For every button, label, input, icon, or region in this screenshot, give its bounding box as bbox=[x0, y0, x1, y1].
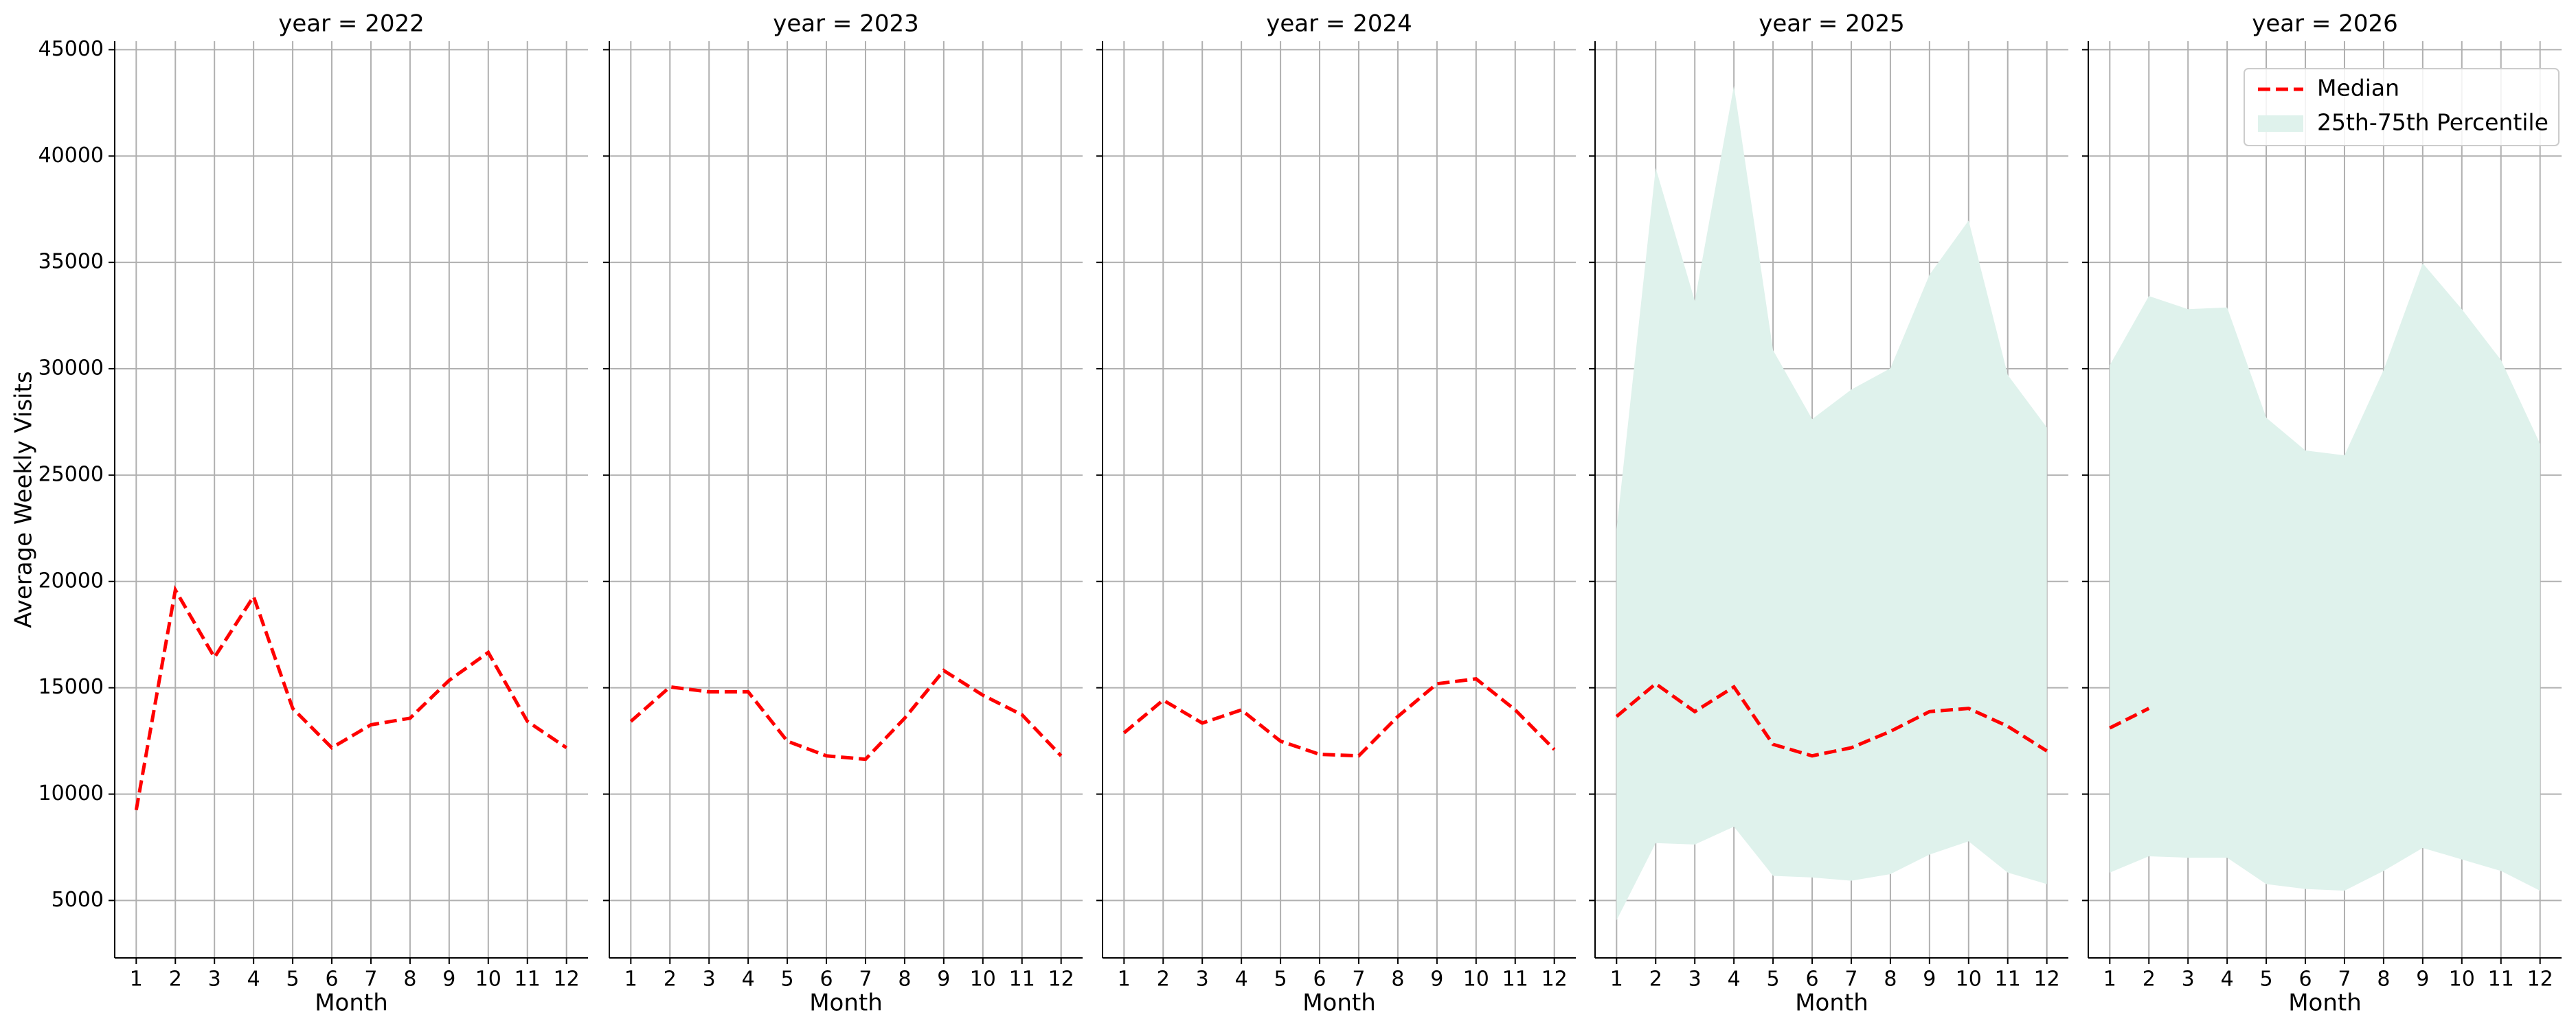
x-tick-label: 11 bbox=[515, 968, 541, 992]
x-tick-label: 1 bbox=[2103, 968, 2116, 992]
x-tick-label: 12 bbox=[2527, 968, 2553, 992]
y-tick-label: 35000 bbox=[38, 250, 104, 274]
x-tick-label: 3 bbox=[1688, 968, 1702, 992]
x-tick-label: 5 bbox=[1767, 968, 1780, 992]
x-tick-label: 9 bbox=[1430, 968, 1443, 992]
median-line bbox=[134, 584, 568, 811]
x-tick-label: 6 bbox=[2298, 968, 2312, 992]
x-tick-label: 11 bbox=[1009, 968, 1035, 992]
x-tick-label: 1 bbox=[1610, 968, 1623, 992]
x-tick-label: 12 bbox=[2034, 968, 2060, 992]
facet-title: year = 2026 bbox=[2252, 10, 2397, 38]
y-tick-label: 40000 bbox=[38, 144, 104, 168]
median-line bbox=[629, 668, 1063, 762]
x-tick-label: 8 bbox=[898, 968, 911, 992]
x-tick-label: 4 bbox=[742, 968, 755, 992]
x-tick-label: 7 bbox=[364, 968, 377, 992]
legend-swatch bbox=[2258, 115, 2303, 132]
median-line bbox=[2109, 707, 2150, 730]
x-tick-label: 10 bbox=[475, 968, 501, 992]
facet-title: year = 2022 bbox=[278, 10, 424, 38]
x-tick-label: 5 bbox=[781, 968, 794, 992]
x-tick-label: 6 bbox=[325, 968, 338, 992]
x-axis-label: Month bbox=[809, 989, 883, 1017]
x-tick-label: 8 bbox=[2377, 968, 2390, 992]
x-tick-label: 12 bbox=[1541, 968, 1568, 992]
x-tick-label: 10 bbox=[1956, 968, 1982, 992]
x-tick-label: 9 bbox=[1923, 968, 1936, 992]
legend-label: Median bbox=[2317, 75, 2399, 102]
x-tick-label: 11 bbox=[2488, 968, 2514, 992]
x-tick-label: 3 bbox=[208, 968, 221, 992]
x-tick-label: 12 bbox=[1048, 968, 1074, 992]
x-tick-label: 5 bbox=[1274, 968, 1287, 992]
x-tick-label: 3 bbox=[1196, 968, 1209, 992]
x-tick-label: 7 bbox=[1844, 968, 1857, 992]
y-axis-label: Average Weekly Visits bbox=[10, 371, 38, 628]
y-tick-label: 5000 bbox=[52, 888, 104, 912]
x-tick-label: 9 bbox=[442, 968, 455, 992]
x-tick-label: 1 bbox=[1118, 968, 1131, 992]
x-tick-label: 3 bbox=[2182, 968, 2195, 992]
x-tick-label: 7 bbox=[859, 968, 872, 992]
x-tick-label: 2 bbox=[2143, 968, 2156, 992]
x-tick-label: 11 bbox=[1995, 968, 2021, 992]
x-tick-label: 7 bbox=[1352, 968, 1365, 992]
legend-box bbox=[2244, 68, 2560, 146]
y-tick-label: 15000 bbox=[38, 675, 104, 699]
x-tick-label: 5 bbox=[286, 968, 300, 992]
x-axis-label: Month bbox=[1795, 989, 1868, 1017]
legend-label: 25th-75th Percentile bbox=[2317, 109, 2549, 136]
x-tick-label: 4 bbox=[2221, 968, 2234, 992]
median-line bbox=[1122, 677, 1556, 758]
x-tick-label: 7 bbox=[2338, 968, 2351, 992]
x-tick-label: 3 bbox=[703, 968, 716, 992]
facet-title: year = 2023 bbox=[773, 10, 918, 38]
percentile-band bbox=[1616, 86, 2047, 921]
x-tick-label: 8 bbox=[403, 968, 416, 992]
x-tick-label: 8 bbox=[1391, 968, 1404, 992]
x-axis-label: Month bbox=[315, 989, 388, 1017]
x-tick-label: 4 bbox=[1728, 968, 1741, 992]
x-tick-label: 11 bbox=[1502, 968, 1528, 992]
x-tick-label: 2 bbox=[169, 968, 182, 992]
x-tick-label: 10 bbox=[970, 968, 996, 992]
x-tick-label: 10 bbox=[2449, 968, 2475, 992]
x-tick-label: 2 bbox=[1157, 968, 1170, 992]
x-tick-label: 10 bbox=[1463, 968, 1489, 992]
x-tick-label: 1 bbox=[624, 968, 637, 992]
y-tick-label: 20000 bbox=[38, 569, 104, 593]
x-tick-label: 6 bbox=[1313, 968, 1326, 992]
x-tick-label: 2 bbox=[1649, 968, 1662, 992]
x-axis-label: Month bbox=[1302, 989, 1376, 1017]
x-tick-label: 4 bbox=[1235, 968, 1248, 992]
y-tick-label: 45000 bbox=[38, 37, 104, 61]
x-tick-label: 6 bbox=[820, 968, 833, 992]
y-tick-label: 25000 bbox=[38, 462, 104, 486]
x-tick-label: 12 bbox=[554, 968, 580, 992]
x-tick-label: 4 bbox=[247, 968, 260, 992]
x-axis-label: Month bbox=[2288, 989, 2362, 1017]
x-tick-label: 1 bbox=[130, 968, 143, 992]
x-tick-label: 8 bbox=[1884, 968, 1897, 992]
percentile-band bbox=[2110, 263, 2540, 891]
x-tick-label: 9 bbox=[937, 968, 950, 992]
y-tick-label: 30000 bbox=[38, 356, 104, 380]
x-tick-label: 9 bbox=[2416, 968, 2429, 992]
median-line bbox=[1615, 681, 2048, 758]
x-tick-label: 6 bbox=[1805, 968, 1818, 992]
y-tick-label: 10000 bbox=[38, 781, 104, 805]
facet-title: year = 2025 bbox=[1759, 10, 1904, 38]
x-tick-label: 5 bbox=[2260, 968, 2273, 992]
x-tick-label: 2 bbox=[664, 968, 677, 992]
facet-title: year = 2024 bbox=[1266, 10, 1412, 38]
